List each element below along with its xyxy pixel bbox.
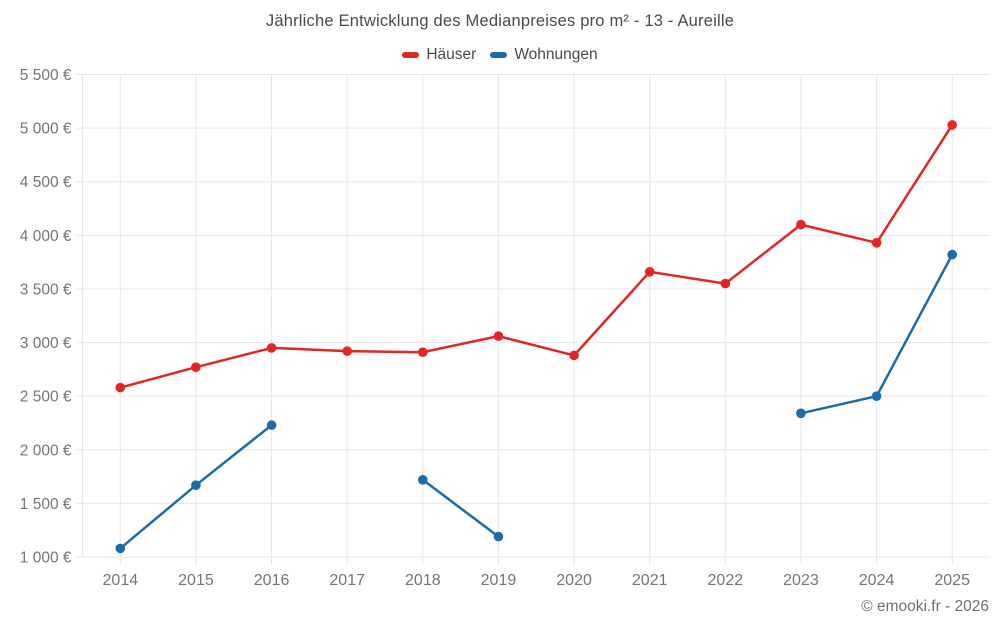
point-wohnungen-2023[interactable]: [796, 408, 806, 419]
x-axis-label: 2023: [783, 572, 819, 589]
legend-item-wohnungen[interactable]: Wohnungen: [490, 46, 598, 64]
point-wohnungen-2018[interactable]: [418, 475, 428, 485]
legend-label-hauser: Häuser: [426, 46, 477, 63]
x-axis-label: 2024: [859, 572, 895, 589]
point-hauser-2015[interactable]: [191, 362, 201, 373]
point-wohnungen-2025[interactable]: [947, 249, 957, 260]
y-axis-label: 4 000 €: [20, 228, 72, 245]
point-wohnungen-2016[interactable]: [266, 420, 277, 430]
point-wohnungen-2014[interactable]: [115, 543, 126, 554]
x-axis-label: 2018: [405, 572, 441, 589]
y-axis-label: 3 500 €: [20, 281, 72, 298]
x-axis-label: 2016: [254, 572, 290, 589]
x-axis-label: 2022: [708, 572, 744, 589]
hauser-series-swatch-icon: [402, 52, 420, 58]
y-axis-label: 1 000 €: [20, 550, 72, 567]
y-axis-label: 2 500 €: [20, 389, 72, 406]
point-wohnungen-2019[interactable]: [493, 531, 504, 542]
legend-item-hauser[interactable]: Häuser: [402, 46, 476, 64]
wohnungen-series-swatch-icon: [490, 52, 508, 58]
point-hauser-2019[interactable]: [493, 331, 504, 341]
y-axis-label: 2 000 €: [20, 442, 72, 459]
chart-title: Jährliche Entwicklung des Medianpreises …: [265, 12, 735, 30]
legend: Häuser Wohnungen: [0, 46, 1000, 64]
point-hauser-2017[interactable]: [342, 346, 353, 356]
point-hauser-2020[interactable]: [569, 350, 579, 361]
point-wohnungen-2015[interactable]: [191, 480, 201, 491]
point-hauser-2016[interactable]: [266, 343, 277, 353]
y-axis-label: 5 500 €: [20, 67, 72, 84]
point-hauser-2024[interactable]: [871, 238, 882, 248]
x-axis-label: 2017: [329, 572, 365, 589]
y-axis-label: 3 000 €: [20, 335, 72, 352]
point-wohnungen-2024[interactable]: [871, 391, 882, 402]
legend-label-wohnungen: Wohnungen: [514, 46, 598, 63]
x-axis-label: 2014: [103, 572, 139, 589]
point-hauser-2023[interactable]: [796, 219, 806, 230]
x-axis-label: 2025: [934, 572, 970, 589]
point-hauser-2022[interactable]: [720, 278, 731, 289]
x-axis-label: 2020: [556, 572, 592, 589]
x-axis-label: 2021: [632, 572, 668, 589]
copyright-footer: © emooki.fr - 2026: [861, 598, 989, 615]
point-hauser-2014[interactable]: [115, 382, 126, 393]
point-hauser-2025[interactable]: [947, 120, 957, 130]
point-hauser-2018[interactable]: [418, 347, 428, 358]
series-line-hauser: [119, 123, 954, 389]
x-axis-label: 2015: [178, 572, 214, 589]
y-axis-label: 1 500 €: [20, 496, 72, 513]
point-hauser-2021[interactable]: [644, 267, 655, 277]
x-axis-label: 2019: [481, 572, 517, 589]
y-axis-label: 4 500 €: [20, 174, 72, 191]
series-line-wohnungen: [421, 478, 500, 538]
y-axis-label: 5 000 €: [20, 121, 72, 138]
